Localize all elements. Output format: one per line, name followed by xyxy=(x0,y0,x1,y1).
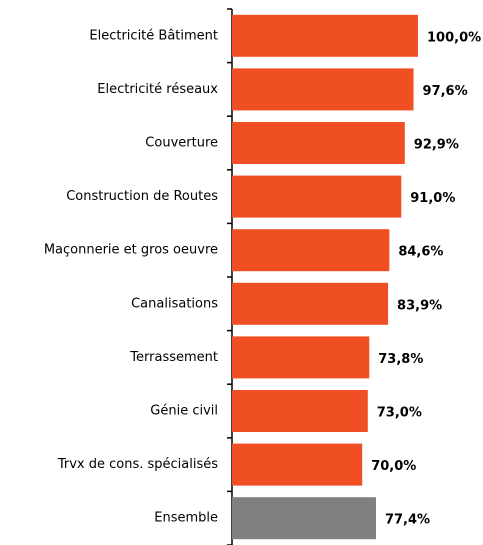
category-label: Canalisations xyxy=(131,296,218,311)
value-label: 91,0% xyxy=(410,191,455,206)
value-label: 70,0% xyxy=(371,459,416,474)
value-label: 73,8% xyxy=(378,352,423,367)
value-label: 97,6% xyxy=(423,84,468,99)
bar xyxy=(232,282,389,325)
category-label: Electricité Bâtiment xyxy=(89,28,218,43)
value-label: 84,6% xyxy=(398,245,443,260)
category-label: Ensemble xyxy=(154,511,218,526)
category-label: Couverture xyxy=(145,136,218,151)
bar xyxy=(232,443,363,486)
bar xyxy=(232,229,390,272)
bar xyxy=(232,336,370,379)
value-label: 73,0% xyxy=(377,406,422,421)
category-label: Terrassement xyxy=(129,350,218,365)
value-label: 83,9% xyxy=(397,298,442,313)
bar xyxy=(232,497,376,540)
bar xyxy=(232,14,418,57)
category-label: Construction de Routes xyxy=(66,189,218,204)
bar xyxy=(232,122,405,164)
category-label: Electricité réseaux xyxy=(97,82,218,97)
value-label: 77,4% xyxy=(385,513,430,528)
value-label: 100,0% xyxy=(427,30,481,45)
value-label: 92,9% xyxy=(414,138,459,153)
category-label: Génie civil xyxy=(150,404,218,419)
bar xyxy=(232,390,368,432)
category-label: Maçonnerie et gros oeuvre xyxy=(44,243,218,258)
bar xyxy=(232,68,414,111)
category-label: Trvx de cons. spécialisés xyxy=(57,457,218,472)
bar xyxy=(232,175,402,218)
